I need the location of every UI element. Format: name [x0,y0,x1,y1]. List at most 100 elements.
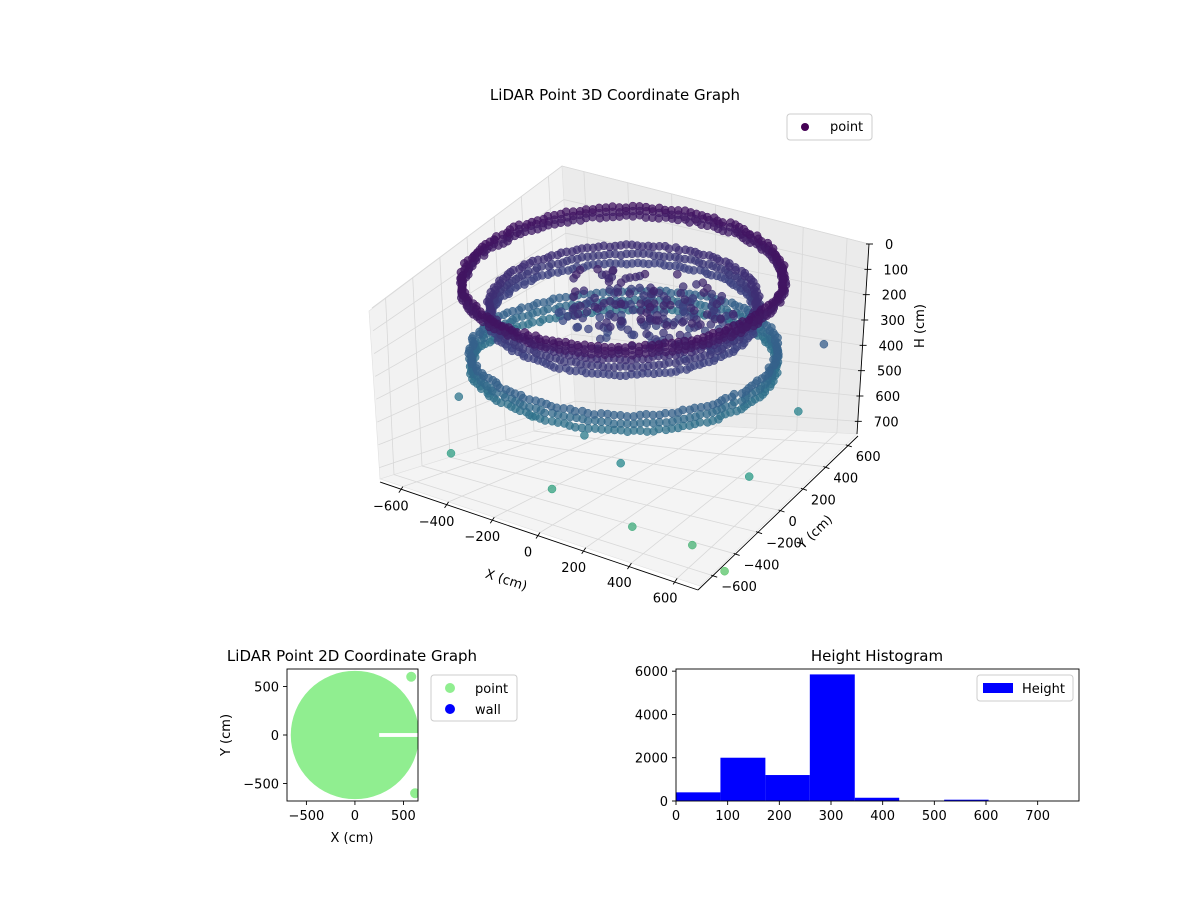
point-3d [547,416,557,426]
point-3d [576,301,585,311]
point-3d [573,348,583,357]
point-3d [647,204,657,213]
point-3d [639,291,648,300]
x-tick-label: 0 [524,546,532,561]
x-tick-label: −500 [289,809,325,824]
point-3d [707,270,716,280]
point-3d [675,254,684,263]
point-3d [454,392,464,401]
point-3d [636,315,646,324]
point-3d [605,285,614,294]
point-3d [731,265,740,275]
point-3d [628,305,638,315]
legend-marker-point [801,123,809,131]
z-tick-label: 700 [874,415,899,430]
point-3d [616,458,625,468]
point-2d [406,671,417,682]
grid-line-y [477,448,779,511]
point-3d [610,312,619,322]
grid-line-z [379,400,858,468]
point-3d [628,351,637,360]
point-3d [540,416,550,425]
z-tick-label: 100 [883,263,908,278]
x-axis-line [379,481,699,591]
point-3d [581,368,591,378]
point-3d [604,277,614,286]
frame-histogram [675,668,1080,802]
point-3d [544,262,554,271]
y-tick-label: −600 [721,580,757,595]
point-3d [545,353,555,363]
point-3d [587,361,596,371]
y-tick-label: 2000 [635,752,668,767]
point-3d [599,299,609,308]
histogram-bar [809,674,855,801]
point-3d [696,320,705,329]
point-3d [724,228,733,237]
point-3d [525,410,534,420]
point-3d [535,334,544,344]
point-3d [819,339,829,349]
point-3d [715,256,724,266]
chart-3d-legend: point [786,113,873,141]
point-3d [530,340,539,349]
point-3d [737,396,746,406]
z-tick-label: 200 [882,289,907,304]
point-3d [690,306,699,315]
point-3d [583,416,593,426]
point-3d [649,251,658,260]
x-tick-mark [444,501,449,509]
point-3d [594,321,604,330]
x-tick-label: −400 [419,515,455,530]
point-3d [547,484,557,494]
point-3d [628,522,637,531]
point-3d [570,407,580,416]
grid-line-x-wall [836,238,848,433]
point-3d [573,309,583,319]
point-3d [582,307,592,316]
point-3d [698,278,708,287]
chart-2d-title: LiDAR Point 2D Coordinate Graph [227,647,477,665]
point-3d [595,313,605,322]
x-tick-label: 600 [653,591,678,606]
legend-frame [976,674,1074,702]
ticks-histogram: 0 100 200 300 400 500 600 700 0 2000 4000 6000 [635,665,1050,824]
y-tick-mark [800,487,808,491]
point-3d [596,409,606,418]
point-3d [674,246,684,255]
point-3d [535,317,545,327]
point-3d [642,308,651,317]
point-3d [673,270,682,279]
x-tick-label: −200 [464,530,500,545]
histogram-bar [676,792,721,801]
point-3d [541,343,551,352]
legend-frame [786,113,873,141]
y-tick-mark [778,509,785,513]
point-3d [664,244,674,253]
z-ticks-3d: 0 100 200 300 400 500 600 700 [854,238,908,430]
point-3d [629,330,639,340]
point-3d [678,318,687,327]
point-3d [560,357,569,367]
point-3d [495,383,505,393]
legend-label-point: point [830,120,863,135]
legend-marker-wall [445,704,455,714]
point-3d [666,289,676,298]
point-3d [572,323,581,332]
point-3d [593,346,603,355]
point-3d [583,408,593,418]
z-tick-label: 0 [885,238,893,253]
point-3d [660,261,669,270]
x-tick-label: 200 [767,809,792,824]
point-3d [554,364,564,373]
x-ticks-3d: −600 −400 −200 0 200 400 600 [373,486,678,606]
point-3d [651,316,661,325]
point-3d [688,540,697,550]
point-3d [725,270,734,280]
point-3d [593,304,602,313]
y-tick-mark [845,444,852,448]
x-tick-label: 700 [1025,809,1050,824]
grid-line-z [371,165,870,309]
grid-line-y [421,465,734,554]
